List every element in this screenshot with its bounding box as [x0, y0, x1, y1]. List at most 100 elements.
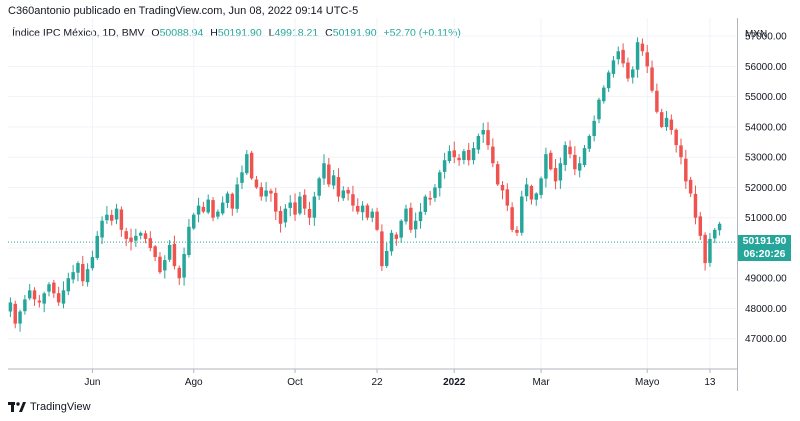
candle-body — [462, 151, 466, 160]
candle-body — [447, 151, 452, 162]
currency-label: MXN — [745, 29, 767, 40]
candle-body — [428, 197, 432, 200]
candle-body — [100, 220, 104, 238]
candle-body — [201, 206, 206, 212]
candle-body — [8, 302, 13, 312]
candle-body — [278, 211, 283, 224]
price-tick-label: 53000.00 — [745, 153, 787, 164]
footer-brand[interactable]: TradingView — [8, 401, 91, 413]
candle-body — [708, 238, 712, 263]
high-label: H — [210, 27, 218, 39]
candle-body — [452, 150, 456, 158]
candle-body — [259, 187, 264, 197]
last-price-tag: 50191.90 06:20:26 — [738, 235, 791, 262]
candle-body — [626, 62, 630, 79]
bar-countdown: 06:20:26 — [743, 248, 786, 261]
candle-body — [76, 263, 80, 273]
candle-body — [216, 211, 220, 217]
price-tick-label: 51000.00 — [745, 213, 787, 224]
candle-body — [307, 209, 312, 218]
price-tick-label: 52000.00 — [745, 183, 787, 194]
candle-body — [85, 269, 90, 283]
candle-body — [322, 163, 326, 179]
time-tick-label: Mayo — [635, 377, 660, 388]
last-price-value: 50191.90 — [742, 235, 787, 248]
candle-body — [105, 214, 109, 221]
candle-body — [191, 214, 196, 229]
candle-body — [384, 250, 389, 266]
candle-body — [312, 196, 317, 218]
tradingview-logo-icon — [8, 402, 26, 412]
candle-body — [211, 200, 215, 218]
candle-body — [394, 234, 399, 239]
candle-body — [466, 149, 471, 161]
candle-body — [52, 282, 56, 294]
price-tick-label: 54000.00 — [745, 122, 787, 133]
candle-body — [182, 254, 186, 278]
candle-body — [693, 193, 698, 218]
candle-body — [544, 154, 548, 179]
candle-body — [302, 194, 307, 209]
candle-body — [37, 300, 42, 303]
candle-body — [47, 284, 51, 292]
candle-body — [230, 193, 235, 209]
candle-body — [254, 179, 259, 188]
candle-body — [264, 190, 268, 197]
candle-body — [172, 243, 177, 267]
time-tick-label: Mar — [532, 377, 550, 388]
candle-body — [713, 229, 717, 239]
candle-body — [688, 179, 693, 194]
candle-body — [433, 187, 437, 198]
candle-body — [520, 196, 524, 233]
candle-body — [370, 211, 374, 218]
candle-body — [148, 238, 153, 248]
candles — [8, 37, 722, 332]
time-tick-label: Ago — [185, 377, 203, 388]
candle-body — [664, 117, 669, 128]
time-tick-label: 13 — [704, 377, 716, 388]
candle-body — [81, 264, 85, 282]
candle-body — [360, 205, 365, 213]
price-tick-label: 55000.00 — [745, 92, 787, 103]
time-tick-label: 22 — [371, 377, 383, 388]
candle-body — [327, 164, 331, 185]
candle-body — [129, 237, 133, 242]
candle-body — [341, 190, 346, 199]
low-label: L — [268, 27, 275, 39]
candle-body — [659, 112, 664, 127]
candle-body — [539, 178, 543, 195]
candle-body — [206, 199, 210, 213]
candle-body — [61, 290, 66, 304]
candle-body — [631, 69, 635, 78]
candle-body — [336, 177, 341, 197]
candle-body — [56, 293, 61, 303]
candle-body — [471, 148, 476, 161]
candle-body — [42, 293, 46, 304]
candle-body — [616, 51, 621, 60]
candle-body — [356, 205, 360, 212]
candle-body — [418, 211, 423, 222]
time-tick-label: Jun — [84, 377, 100, 388]
price-axis[interactable]: 47000.0048000.0049000.0050000.0051000.00… — [737, 18, 788, 391]
time-axis[interactable]: Jun Ago Oct 22 2022 Mar Mayo 13 — [8, 368, 738, 388]
candle-body — [481, 129, 485, 135]
time-tick-label: 2022 — [443, 377, 466, 388]
candle-body — [32, 290, 37, 300]
candle-body — [380, 231, 384, 267]
candle-body — [124, 231, 128, 239]
candle-body — [283, 208, 288, 223]
candle-body — [317, 178, 321, 196]
candle-body — [582, 148, 587, 166]
candle-body — [235, 184, 239, 209]
candle-body — [674, 129, 678, 146]
candle-body — [220, 202, 225, 214]
candle-body — [114, 208, 119, 220]
candle-body — [717, 223, 722, 231]
candle-body — [548, 152, 553, 170]
candle-body — [109, 214, 114, 221]
candle-body — [645, 52, 649, 67]
close-label: C — [325, 27, 333, 39]
candle-body — [346, 189, 350, 194]
candle-body — [365, 205, 370, 218]
